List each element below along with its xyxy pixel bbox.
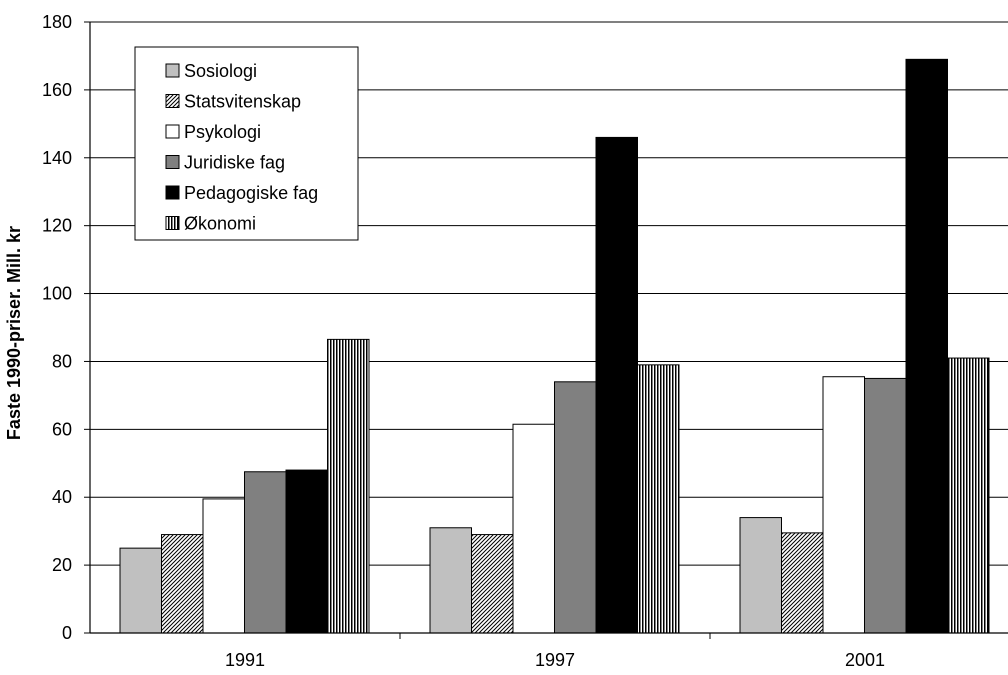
legend-label: Pedagogiske fag: [184, 183, 318, 203]
bar: [119, 547, 162, 634]
bar: [595, 136, 638, 634]
legend: Sosiologi Statsvitenskap Psykologi Juridisk…: [134, 46, 359, 241]
bar: [429, 527, 472, 634]
bar: [244, 471, 287, 634]
bar: [739, 517, 782, 634]
y-tick-label: 40: [52, 487, 72, 507]
legend-box: [134, 46, 359, 241]
legend-swatch: [165, 216, 180, 230]
legend-swatch: [165, 63, 180, 78]
legend-swatch: [165, 185, 180, 200]
legend-label: Psykologi: [184, 122, 261, 142]
bar: [781, 532, 824, 634]
y-axis-label: Faste 1990-priser. Mill. kr: [4, 226, 24, 440]
legend-label: Sosiologi: [184, 61, 257, 81]
bar: [512, 423, 555, 634]
axes: [89, 22, 1008, 634]
legend-swatch: [165, 124, 180, 139]
bar: [285, 469, 328, 634]
bar: [554, 381, 597, 634]
y-tick-label: 100: [42, 284, 72, 304]
legend-label: Statsvitenskap: [184, 92, 301, 112]
bar: [471, 534, 514, 634]
bar: [905, 58, 948, 634]
bar: [947, 357, 990, 634]
y-tick-label: 80: [52, 351, 72, 371]
legend-label: Juridiske fag: [184, 153, 285, 173]
bars: [119, 58, 990, 634]
y-tick-label: 160: [42, 80, 72, 100]
legend-swatch: [165, 155, 180, 169]
y-tick-label: 0: [62, 623, 72, 643]
x-tick-label: 2001: [845, 650, 885, 670]
x-tick-label: 1991: [225, 650, 265, 670]
y-tick-label: 120: [42, 216, 72, 236]
legend-swatch: [165, 94, 180, 108]
bar: [327, 338, 370, 634]
y-tick-label: 180: [42, 12, 72, 32]
legend-label: Økonomi: [184, 214, 256, 234]
y-tick-label: 20: [52, 555, 72, 575]
bar: [864, 377, 907, 634]
y-tick-label: 140: [42, 148, 72, 168]
tick-labels: 0 20 40 60 80 100 120 140 160 180 1991 1997 2001: [42, 12, 885, 670]
y-tick-label: 60: [52, 419, 72, 439]
bar: [822, 376, 865, 634]
bar: [161, 534, 204, 634]
bar: [202, 498, 245, 634]
x-tick-label: 1997: [535, 650, 575, 670]
bar: [637, 364, 680, 634]
